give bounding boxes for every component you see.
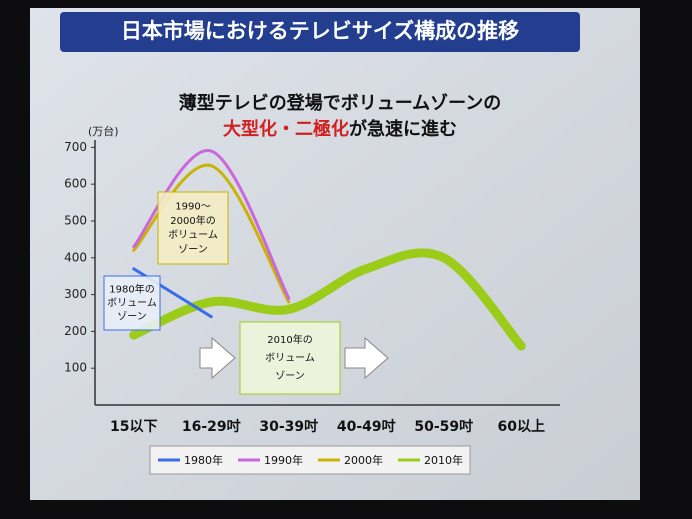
x-tick-label: 50-59吋	[414, 419, 473, 435]
series-line	[132, 163, 291, 304]
x-tick-label: 60以上	[498, 419, 545, 435]
annotation-text: ゾーン	[117, 311, 147, 323]
annotation-box	[103, 275, 161, 331]
slide	[30, 8, 640, 500]
annotation-text: 2000年の	[170, 214, 215, 227]
annotation-box	[239, 321, 341, 395]
series-line	[132, 267, 213, 319]
annotation-text: ゾーン	[178, 244, 208, 256]
subtitle-red: 大型化・二極化	[223, 118, 349, 140]
subtitle-rest: が急速に進む	[349, 118, 457, 140]
y-tick-label: 700	[64, 140, 87, 154]
annotation-text: ボリューム	[168, 229, 218, 241]
annotation-text: ボリューム	[107, 297, 157, 309]
title-bar	[60, 12, 580, 52]
y-tick-label: 100	[64, 361, 87, 375]
legend-label: 2000年	[344, 453, 383, 467]
series-line	[132, 149, 291, 300]
annotation-text: ボリューム	[265, 352, 315, 364]
legend-label: 2010年	[424, 453, 463, 467]
annotation-text: 2010年の	[267, 333, 312, 346]
chart-title: 日本市場におけるテレビサイズ構成の推移	[121, 19, 519, 43]
arrow-left	[199, 336, 236, 380]
annotation-text: 1990～	[175, 201, 210, 212]
legend-label: 1990年	[264, 453, 303, 467]
annotation-box	[157, 191, 229, 265]
y-axis-label: (万台)	[88, 124, 119, 138]
annotation-text: 1980年の	[109, 283, 154, 296]
x-tick-label: 30-39吋	[259, 419, 318, 435]
annotation-text: ゾーン	[275, 370, 305, 382]
legend-label: 1980年	[184, 453, 223, 467]
subtitle-2: 大型化・二極化が急速に進む	[223, 118, 457, 140]
x-tick-label: 15以下	[110, 419, 157, 435]
y-tick-label: 300	[64, 287, 87, 301]
y-tick-label: 400	[64, 250, 87, 264]
y-tick-label: 200	[64, 324, 87, 338]
subtitle: 薄型テレビの登場でボリュームゾーンの	[179, 92, 502, 114]
y-tick-label: 600	[64, 177, 87, 191]
x-tick-label: 40-49吋	[337, 419, 396, 435]
arrow-right	[344, 336, 389, 380]
x-tick-label: 16-29吋	[182, 419, 241, 435]
y-tick-label: 500	[64, 213, 87, 227]
series-line	[129, 248, 526, 351]
